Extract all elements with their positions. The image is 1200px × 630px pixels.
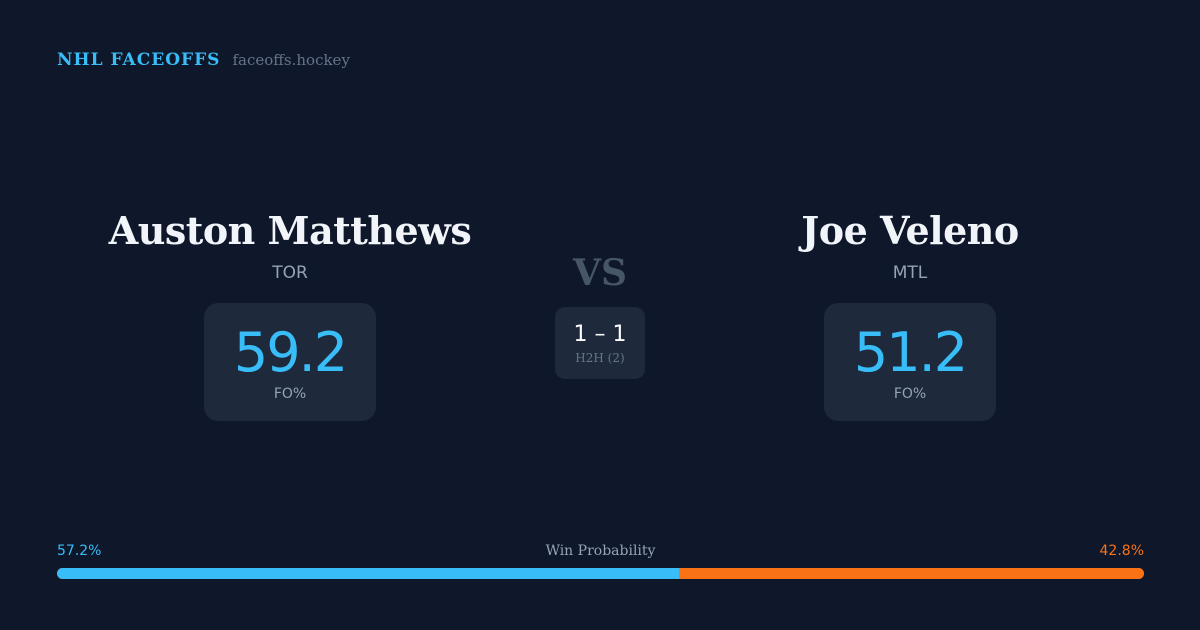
h2h-score: 1 – 1	[573, 321, 627, 347]
win-probability-title: Win Probability	[545, 543, 656, 559]
player-card-left: Auston Matthews TOR 59.2 FO%	[80, 205, 500, 421]
faceoff-percentage: 59.2	[233, 321, 348, 384]
faceoff-stat-box: 51.2 FO%	[824, 303, 996, 421]
faceoff-percentage: 51.2	[853, 321, 968, 384]
right-probability: 42.8%	[1099, 543, 1144, 559]
left-probability: 57.2%	[57, 543, 102, 559]
head-to-head-box: 1 – 1 H2H (2)	[555, 307, 645, 379]
player-team: TOR	[272, 263, 308, 283]
player-name: Joe Veleno	[801, 208, 1019, 253]
faceoff-stat-box: 59.2 FO%	[204, 303, 376, 421]
probability-bar-right	[678, 568, 1144, 579]
player-team: MTL	[892, 263, 928, 283]
probability-bar-left	[57, 568, 679, 579]
win-probability: 57.2% Win Probability 42.8%	[57, 543, 1144, 579]
h2h-label: H2H (2)	[575, 350, 625, 365]
versus-label: VS	[573, 252, 627, 294]
probability-bar	[57, 568, 1144, 579]
stat-label: FO%	[273, 386, 307, 402]
brand-header: NHL FACEOFFS faceoffs.hockey	[57, 50, 350, 70]
brand-url: faceoffs.hockey	[232, 51, 350, 69]
player-name: Auston Matthews	[108, 208, 472, 253]
stat-label: FO%	[893, 386, 927, 402]
brand-name: NHL FACEOFFS	[57, 50, 221, 70]
player-card-right: Joe Veleno MTL 51.2 FO%	[700, 205, 1120, 421]
